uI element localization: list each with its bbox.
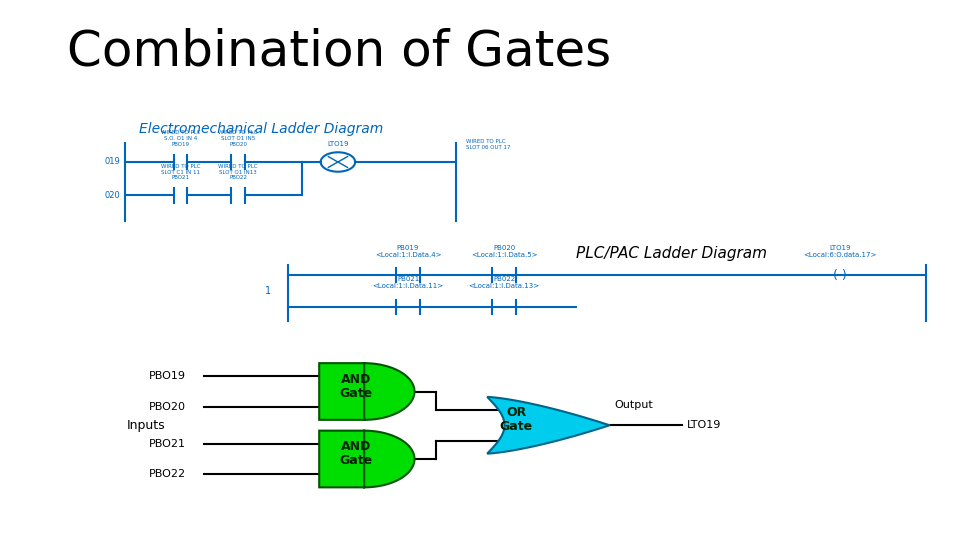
Text: PBO20: PBO20 <box>149 402 186 412</box>
Text: ( ): ( ) <box>833 269 847 282</box>
Text: Electromechanical Ladder Diagram: Electromechanical Ladder Diagram <box>139 122 383 136</box>
FancyBboxPatch shape <box>319 431 364 487</box>
Text: PB020
<Local:1:I.Data.5>: PB020 <Local:1:I.Data.5> <box>470 245 538 258</box>
Text: Output: Output <box>614 400 653 410</box>
FancyBboxPatch shape <box>319 363 364 420</box>
Text: PB019
<Local:1:I.Data.4>: PB019 <Local:1:I.Data.4> <box>374 245 442 258</box>
Polygon shape <box>319 431 415 487</box>
Text: PBO21: PBO21 <box>149 438 186 449</box>
Text: PB022
<Local:1:I.Data.13>: PB022 <Local:1:I.Data.13> <box>468 276 540 289</box>
Text: 019: 019 <box>105 158 120 166</box>
Text: Combination of Gates: Combination of Gates <box>67 27 612 75</box>
Text: 1: 1 <box>265 286 271 296</box>
Polygon shape <box>488 397 610 454</box>
Text: OR
Gate: OR Gate <box>499 406 533 433</box>
Text: WIRED TO PLC
SLOT 06 OUT 17: WIRED TO PLC SLOT 06 OUT 17 <box>466 139 510 150</box>
Text: PBO19: PBO19 <box>149 371 186 381</box>
Text: LTO19: LTO19 <box>327 141 348 147</box>
Text: PBO22: PBO22 <box>149 469 186 480</box>
Text: WIRED TO PLC
SLOT C1 IN 11
PBO21: WIRED TO PLC SLOT C1 IN 11 PBO21 <box>160 164 201 180</box>
Text: AND
Gate: AND Gate <box>339 440 372 467</box>
Text: 020: 020 <box>105 191 120 200</box>
Text: LTO19
<Local:6:O.data.17>: LTO19 <Local:6:O.data.17> <box>804 245 876 258</box>
Text: WIRED TO PLC
SLOT O1 IN5
PBO20: WIRED TO PLC SLOT O1 IN5 PBO20 <box>218 130 258 147</box>
Text: Inputs: Inputs <box>127 418 165 432</box>
Text: WIRED TO PLC
S.O. O1 IN 4
PBO19: WIRED TO PLC S.O. O1 IN 4 PBO19 <box>160 130 201 147</box>
Text: WIRED TO PLC
SLOT O1 IN13
PBO22: WIRED TO PLC SLOT O1 IN13 PBO22 <box>218 164 258 180</box>
Text: PB021
<Local:1:I.Data.11>: PB021 <Local:1:I.Data.11> <box>372 276 444 289</box>
Text: AND
Gate: AND Gate <box>339 373 372 400</box>
Text: PLC/PAC Ladder Diagram: PLC/PAC Ladder Diagram <box>576 246 767 261</box>
Text: LTO19: LTO19 <box>686 420 721 430</box>
Polygon shape <box>319 363 415 420</box>
